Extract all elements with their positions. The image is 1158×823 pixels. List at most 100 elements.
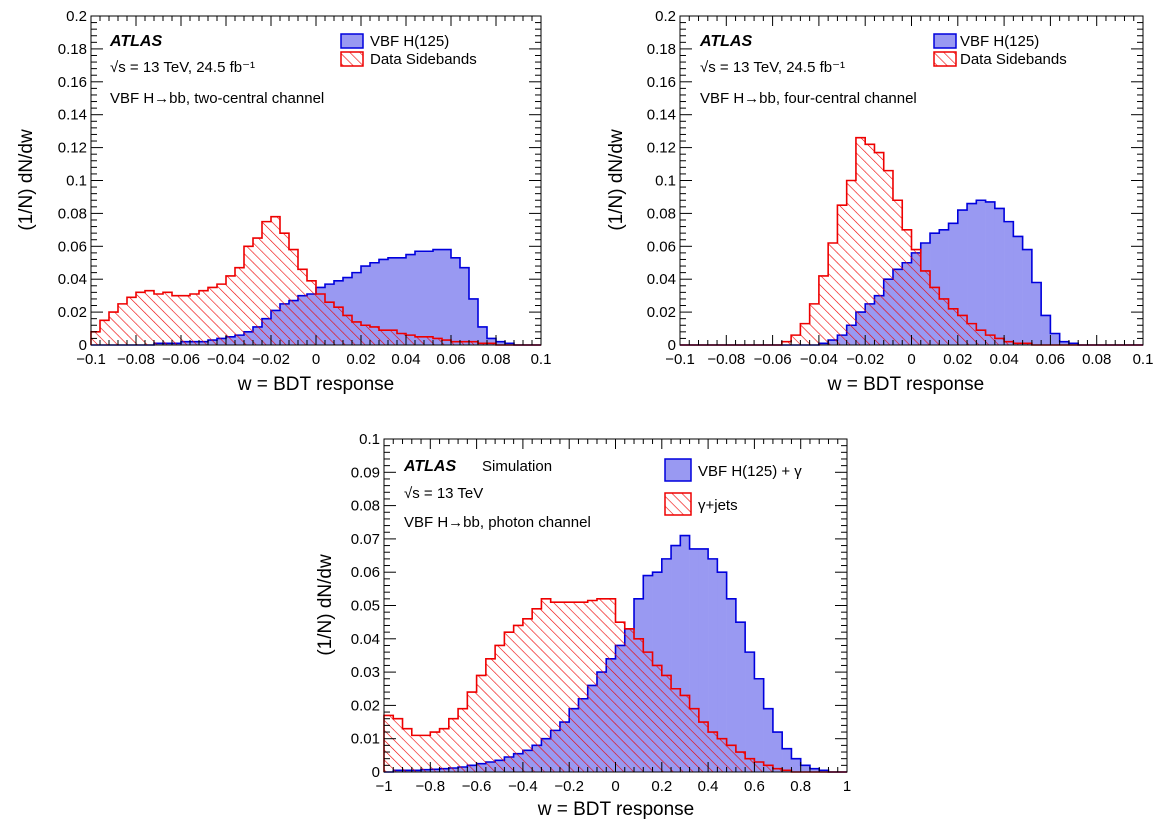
signal-bin (745, 652, 755, 772)
signal-bin (370, 262, 380, 345)
background-bin (430, 732, 440, 772)
legend-background-label: Data Sidebands (960, 51, 1067, 68)
y-tick-label: 0.08 (647, 205, 676, 222)
background-bin (316, 294, 326, 345)
background-bin (735, 752, 746, 772)
background-bin (781, 341, 792, 345)
x-tick-label: −0.02 (252, 351, 290, 368)
x-tick-label: −0.08 (707, 351, 745, 368)
background-bin (136, 292, 146, 345)
signal-bin (469, 298, 479, 345)
background-bin (883, 170, 894, 345)
background-bin (262, 221, 272, 346)
signal-bin (819, 770, 829, 772)
background-bin (411, 735, 422, 772)
background-bin (163, 292, 173, 345)
signal-bin (1050, 333, 1060, 345)
background-bin (596, 598, 607, 772)
background-bin (763, 765, 774, 772)
background-bin (334, 307, 344, 345)
background-bin (606, 598, 616, 772)
x-tick-label: 0.08 (481, 351, 510, 368)
plot-area-photon (383, 534, 847, 773)
background-bin (280, 233, 290, 345)
x-tick-label: 0.2 (651, 778, 672, 795)
background-bin (487, 343, 497, 345)
signal-bin (772, 732, 783, 772)
signal-bin (735, 622, 746, 772)
background-bin (920, 270, 931, 345)
signal-bin (352, 272, 362, 345)
signal-bin (698, 548, 709, 772)
background-bin (967, 323, 977, 345)
x-tick-label: 0.6 (744, 778, 765, 795)
background-bin (393, 718, 403, 772)
x-tick-label: 0 (312, 351, 320, 368)
background-bin (708, 732, 718, 772)
x-tick-label: 0.1 (1133, 351, 1154, 368)
legend-background-label: γ+jets (698, 497, 738, 514)
y-tick-label: 0 (372, 764, 380, 781)
background-bin (118, 303, 128, 346)
background-bin (754, 762, 764, 772)
chart-photon: −1 −0.8 −0.6 −0.4 −0.2 0 0.2 0.4 0.6 0.8 1 0 0.01 0.0… (315, 431, 851, 820)
legend-swatch-background (340, 51, 364, 67)
background-bin (846, 180, 857, 345)
plot-area-two-central (90, 215, 541, 346)
signal-bin (957, 210, 968, 345)
y-tick-label: 0.08 (58, 205, 87, 222)
background-bin (244, 246, 254, 345)
y-tick-label: 0.18 (647, 41, 676, 58)
background-bin (976, 330, 986, 345)
y-tick-label: 0.04 (58, 271, 87, 288)
background-bin (476, 675, 487, 772)
y-tick-label: 0.12 (58, 140, 87, 157)
background-bin (271, 216, 281, 345)
background-bin (643, 652, 653, 772)
x-tick-label: 0.4 (698, 778, 719, 795)
atlas-label: ATLAS (109, 33, 162, 50)
y-tick-label: 0.05 (351, 598, 380, 615)
y-tick-label: 0.18 (58, 41, 87, 58)
axis-ticks: −1 −0.8 −0.6 −0.4 −0.2 0 0.2 0.4 0.6 0.8 1 0 0.01 0.0… (351, 431, 851, 795)
background-bin (478, 343, 488, 345)
x-tick-label: −1 (375, 778, 392, 795)
y-tick-label: 0.02 (58, 304, 87, 321)
y-tick-label: 0.16 (647, 74, 676, 91)
background-bin (513, 625, 524, 772)
x-tick-label: −0.6 (462, 778, 492, 795)
signal-bin (985, 201, 996, 345)
signal-bin (487, 338, 497, 345)
signal-bin (994, 208, 1005, 345)
x-tick-label: −0.1 (665, 351, 695, 368)
signal-bin (415, 251, 425, 345)
background-bin (1004, 341, 1014, 345)
background-bin (1022, 343, 1033, 345)
axis-ticks: −0.1 −0.08 −0.06 −0.04 −0.02 0 0.02 0.04 0.06 0.0… (58, 8, 552, 368)
y-tick-label: 0.06 (58, 238, 87, 255)
background-bin (892, 200, 903, 345)
background-bin (615, 622, 626, 772)
y-tick-label: 0 (79, 337, 87, 354)
y-tick-label: 0.2 (66, 8, 87, 25)
x-tick-label: 0.04 (989, 351, 1018, 368)
y-tick-label: 0.09 (351, 464, 380, 481)
legend-background-label: Data Sidebands (370, 51, 477, 68)
background-histogram (383, 598, 847, 773)
y-tick-label: 0 (668, 337, 676, 354)
background-bin (634, 638, 644, 772)
legend-swatch-signal (340, 33, 364, 49)
signal-bin (505, 343, 515, 345)
background-bin (800, 323, 810, 345)
background-bin (226, 275, 236, 345)
y-tick-label: 0.04 (351, 631, 380, 648)
background-bin (587, 600, 598, 772)
background-bin (939, 298, 949, 345)
signal-bin (791, 758, 801, 772)
legend-swatch-signal (664, 458, 692, 482)
background-bin (460, 341, 470, 345)
background-bin (388, 330, 398, 345)
background-bin (199, 290, 209, 345)
signal-bin (1031, 282, 1042, 345)
